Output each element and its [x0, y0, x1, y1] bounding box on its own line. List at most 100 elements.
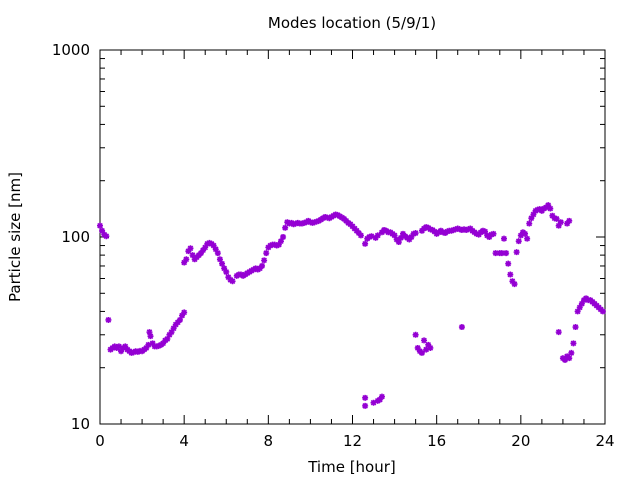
data-point	[261, 257, 268, 264]
y-tick-label: 10	[71, 415, 90, 433]
data-point	[145, 341, 152, 348]
data-point	[122, 343, 129, 350]
data-point	[362, 402, 369, 409]
data-point	[574, 308, 581, 315]
data-point	[572, 324, 579, 331]
data-point	[357, 232, 364, 239]
x-tick-label: 4	[179, 432, 189, 450]
x-tick-label: 8	[264, 432, 274, 450]
data-point	[492, 250, 499, 257]
data-point	[221, 265, 228, 272]
data-point	[555, 329, 562, 336]
data-point	[576, 304, 583, 311]
data-point	[105, 316, 112, 323]
data-point	[271, 241, 278, 248]
data-point	[545, 202, 552, 209]
data-point	[427, 344, 434, 351]
data-point	[189, 252, 196, 259]
data-point	[206, 239, 213, 246]
data-point	[97, 222, 103, 229]
data-point	[570, 340, 577, 347]
data-point	[118, 348, 125, 355]
x-tick-label: 24	[595, 432, 614, 450]
data-point	[210, 242, 217, 249]
y-tick-label: 1000	[52, 41, 90, 59]
data-point	[412, 331, 419, 338]
data-point	[515, 238, 522, 245]
data-point	[149, 340, 156, 347]
data-point	[530, 211, 537, 218]
data-point	[370, 399, 377, 406]
x-tick-label: 20	[511, 432, 530, 450]
data-point	[166, 331, 173, 338]
data-point	[280, 234, 287, 240]
x-tick-label: 0	[95, 432, 105, 450]
data-point	[164, 335, 171, 342]
data-point	[458, 324, 465, 331]
data-point	[568, 349, 575, 356]
data-point	[143, 344, 150, 351]
data-point	[200, 247, 207, 254]
data-point	[181, 309, 188, 316]
data-point	[564, 220, 571, 227]
data-point	[509, 278, 516, 285]
data-point	[566, 355, 573, 362]
data-point	[412, 230, 419, 237]
data-point	[214, 250, 221, 257]
data-point	[423, 346, 430, 353]
data-point	[578, 300, 585, 307]
data-point	[99, 227, 106, 234]
data-point	[225, 274, 232, 281]
data-points	[97, 202, 606, 409]
data-point	[557, 219, 564, 226]
data-point	[406, 236, 413, 243]
data-point	[187, 245, 194, 252]
data-point	[517, 232, 524, 239]
data-point	[204, 240, 211, 247]
x-tick-label: 16	[427, 432, 446, 450]
data-point	[505, 260, 512, 267]
data-point	[212, 246, 219, 253]
data-point	[418, 349, 425, 356]
data-point	[393, 236, 400, 243]
data-point	[511, 281, 518, 288]
data-point	[368, 233, 375, 240]
data-point	[282, 224, 289, 231]
data-point	[513, 249, 520, 256]
data-point	[522, 230, 529, 237]
data-point	[378, 393, 385, 400]
data-point	[547, 205, 554, 212]
data-point	[425, 341, 432, 348]
data-point	[185, 248, 192, 255]
data-point	[599, 308, 606, 315]
data-point	[395, 239, 402, 246]
data-point	[490, 230, 497, 237]
data-point	[376, 396, 383, 403]
y-tick-label: 100	[61, 228, 90, 246]
data-point	[267, 242, 274, 249]
data-point	[549, 212, 556, 219]
data-point	[366, 234, 373, 240]
data-point	[202, 244, 209, 251]
data-point	[229, 278, 236, 285]
data-point	[528, 215, 535, 222]
data-point	[362, 394, 369, 401]
data-point	[259, 262, 266, 269]
data-point	[198, 250, 204, 257]
data-point	[219, 260, 226, 267]
data-point	[486, 234, 493, 240]
data-point	[526, 220, 533, 227]
data-point	[183, 256, 190, 263]
data-point	[155, 342, 162, 349]
data-point	[170, 325, 177, 332]
data-point	[176, 316, 183, 323]
data-point	[498, 250, 505, 257]
data-point	[372, 234, 379, 241]
data-point	[397, 234, 404, 241]
data-point	[507, 271, 514, 278]
data-point	[482, 228, 489, 235]
data-point	[147, 333, 154, 340]
data-point	[273, 242, 280, 249]
data-point	[263, 250, 270, 257]
data-point	[408, 234, 415, 240]
